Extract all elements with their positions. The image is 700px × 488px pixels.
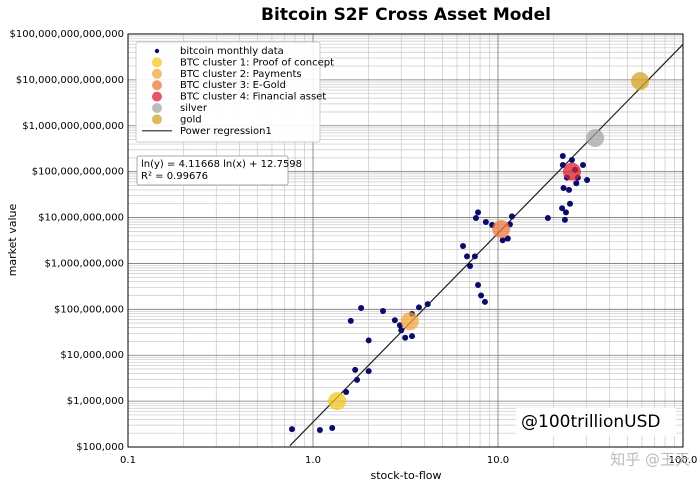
plot-frame [127,33,684,448]
x-tick-label: 1.0 [305,455,321,466]
annotation-text: ln(y) = 4.11668 ln(x) + 12.7598 [141,159,302,170]
point [566,186,573,193]
point [365,368,372,375]
x-tick-label: 100.0 [669,455,698,466]
legend-marker [152,68,162,79]
y-tick-label: $100,000,000 [54,304,124,315]
point [573,180,580,187]
chart-title: Bitcoin S2F Cross Asset Model [261,5,551,25]
y-axis-label: market value [6,203,19,276]
x-tick-label: 10.0 [487,455,509,466]
point [475,209,482,216]
point [365,337,372,344]
regression-line [289,43,683,447]
point [584,176,591,183]
y-tick-label: $100,000,000,000,000 [9,29,124,40]
y-tick-label: $1,000,000,000 [44,258,124,269]
legend-marker [154,48,160,54]
legend-marker [152,91,162,102]
point [568,156,575,163]
point [358,304,365,311]
legend-label: Power regression1 [180,126,272,137]
y-tick-label: $1,000,000 [67,396,124,407]
point [544,214,551,221]
legend-marker [152,114,162,125]
point [328,392,347,411]
point [352,366,359,373]
x-tick-label: 0.1 [120,455,136,466]
watermark: 知乎 @王天 [610,451,690,469]
watermark-box [516,408,676,436]
point [316,427,323,434]
point [354,376,361,383]
legend-label: bitcoin monthly data [180,46,284,57]
legend-label: BTC cluster 2: Payments [180,69,302,80]
point [472,214,479,221]
point [343,388,350,395]
legend-box [135,41,321,143]
point [499,237,506,244]
point [467,262,474,269]
point [508,213,515,220]
point [380,307,387,314]
y-tick-label: $10,000,000,000,000 [16,75,124,86]
y-tick-label: $100,000,000,000 [32,167,124,178]
point [566,200,573,207]
y-tick-label: $100,000 [76,442,124,453]
point [460,242,467,249]
legend-label: gold [180,114,202,125]
legend-marker [152,103,162,113]
watermark: @100trillionUSD [521,412,661,432]
point [464,253,471,260]
point [391,317,398,324]
point [562,209,569,216]
annotation-box [136,155,289,186]
point [482,219,489,226]
point [415,304,422,311]
point [289,426,296,433]
point [347,317,354,324]
legend-marker [152,80,162,91]
y-tick-label: $10,000,000,000 [38,213,124,224]
legend-marker [152,57,162,68]
point [402,334,409,341]
point [504,235,511,242]
point [409,333,416,340]
point [559,152,566,159]
legend-label: BTC cluster 3: E-Gold [180,80,286,91]
point [561,216,568,223]
plot-area [289,43,683,447]
point [478,292,485,299]
point [329,424,336,431]
point [586,129,605,148]
point [631,72,650,91]
legend-label: BTC cluster 1: Proof of concept [180,57,334,68]
point [562,162,581,181]
legend-label: BTC cluster 4: Financial asset [180,92,326,103]
point [471,253,478,260]
point [559,161,566,168]
point [492,220,511,239]
point [475,281,482,288]
point [560,185,567,192]
point [398,327,405,334]
x-axis-label: stock-to-flow [370,469,441,482]
point [481,298,488,305]
point [400,312,419,331]
point [424,301,431,308]
annotation-text: R² = 0.99676 [141,171,208,182]
legend-label: silver [180,103,208,114]
point [559,205,566,212]
y-tick-label: $10,000,000 [60,350,124,361]
point [579,161,586,168]
y-tick-label: $1,000,000,000,000 [22,121,124,132]
